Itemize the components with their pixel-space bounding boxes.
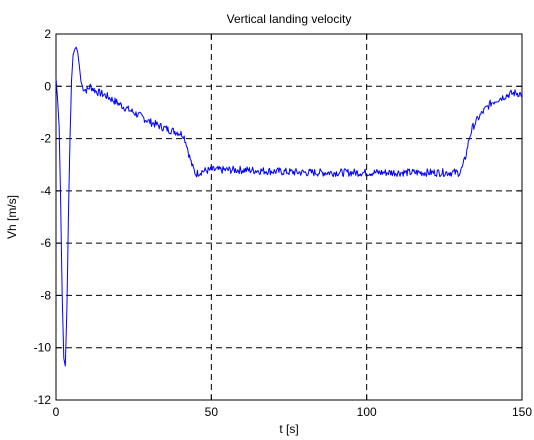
- y-tick-label: 2: [44, 27, 51, 41]
- y-tick-label: -4: [40, 184, 51, 198]
- axis-ticks: [55, 33, 523, 401]
- x-tick-label: 100: [357, 405, 377, 419]
- x-tick-labels: 0 50 100 150: [53, 405, 533, 419]
- y-tick-label: -8: [40, 288, 51, 302]
- y-tick-label: -6: [40, 236, 51, 250]
- y-tick-label: 0: [44, 79, 51, 93]
- chart-title: Vertical landing velocity: [227, 12, 352, 26]
- x-tick-label: 150: [512, 405, 532, 419]
- y-tick-labels: -12 -10 -8 -6 -4 -2 0 2: [34, 27, 52, 407]
- plot-area: [55, 33, 523, 401]
- x-tick-label: 50: [205, 405, 219, 419]
- y-tick-label: -10: [34, 341, 52, 355]
- y-axis-label: Vh [m/s]: [5, 195, 19, 239]
- y-tick-label: -12: [34, 393, 52, 407]
- series-line: [55, 46, 523, 367]
- x-tick-label: 0: [53, 405, 60, 419]
- series-layer: [55, 46, 523, 367]
- x-axis-label: t [s]: [279, 422, 298, 436]
- grid: [56, 34, 522, 400]
- y-tick-label: -2: [40, 132, 51, 146]
